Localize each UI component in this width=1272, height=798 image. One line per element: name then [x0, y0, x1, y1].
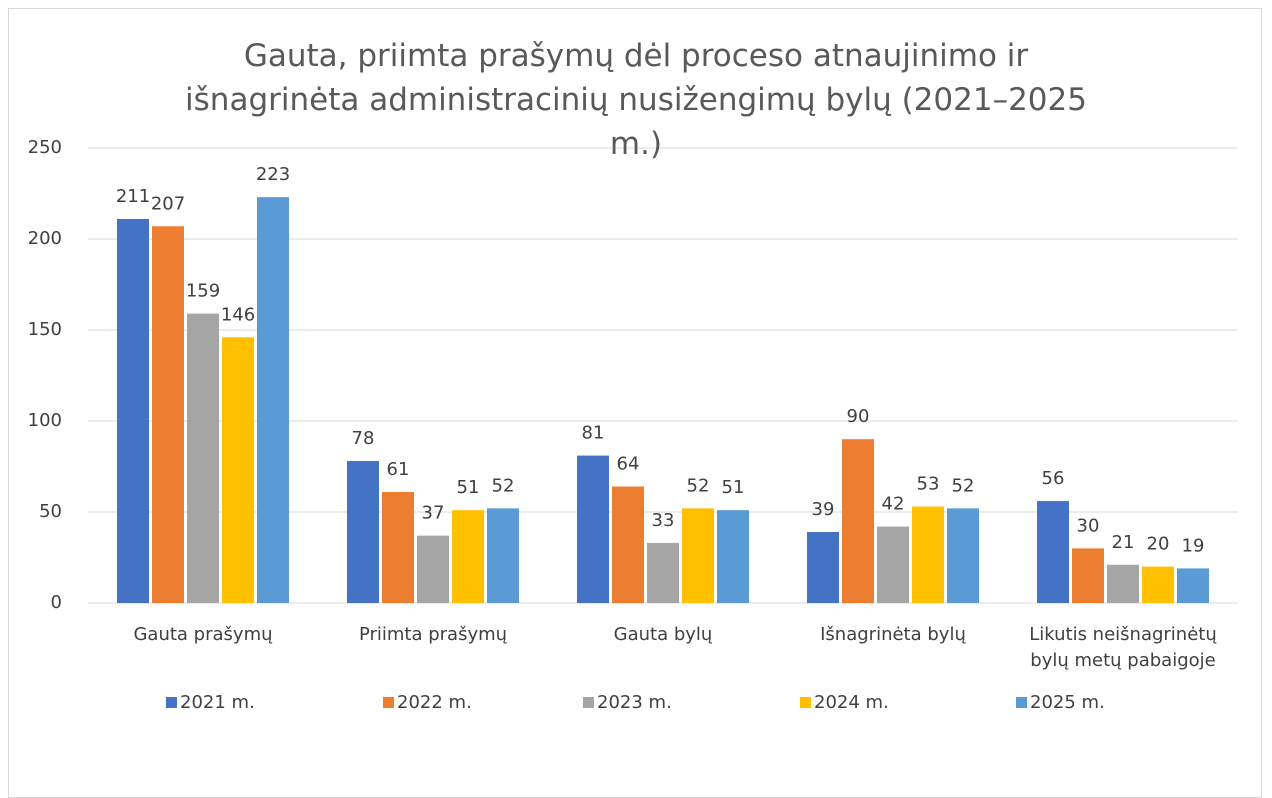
legend-label: 2024 m. — [814, 692, 889, 713]
data-label: 33 — [652, 510, 675, 531]
data-label: 223 — [256, 164, 290, 185]
bar — [947, 508, 979, 603]
bar — [117, 218, 149, 604]
data-label: 56 — [1042, 468, 1065, 489]
bar — [152, 226, 184, 603]
y-tick-label: 0 — [51, 592, 62, 613]
bar — [807, 532, 839, 603]
bar — [912, 506, 944, 603]
data-label: 20 — [1147, 534, 1170, 555]
bar — [257, 197, 289, 603]
data-label: 30 — [1077, 515, 1100, 536]
data-label: 211 — [116, 186, 150, 207]
bar — [577, 455, 609, 603]
bar — [417, 535, 449, 603]
data-label: 78 — [352, 428, 375, 449]
bar — [347, 461, 379, 603]
bar — [612, 486, 644, 603]
data-label: 207 — [151, 193, 185, 214]
bar — [1037, 501, 1069, 603]
bar — [382, 491, 414, 603]
data-label: 61 — [387, 459, 410, 480]
x-tick-label: Gauta prašymų — [133, 624, 273, 645]
bar — [842, 439, 874, 603]
x-tick-label: Gauta bylų — [613, 624, 713, 645]
legend-label: 2023 m. — [597, 692, 672, 713]
x-tick-label: Priimta prašymų — [358, 624, 508, 645]
bar — [647, 542, 679, 603]
x-tick-label: Išnagrinėta bylų — [820, 624, 966, 645]
bar — [717, 510, 749, 603]
legend-swatch — [1016, 697, 1027, 708]
y-tick-label: 250 — [28, 137, 62, 158]
data-label: 81 — [582, 423, 605, 444]
legend-label: 2025 m. — [1030, 692, 1105, 713]
data-label: 90 — [847, 406, 870, 427]
legend-swatch — [800, 697, 811, 708]
legend-swatch — [583, 697, 594, 708]
data-label: 39 — [812, 499, 835, 520]
y-tick-label: 50 — [39, 501, 62, 522]
data-label: 42 — [882, 494, 905, 515]
bar — [187, 313, 219, 603]
data-label: 21 — [1112, 532, 1135, 553]
bar — [222, 337, 254, 603]
data-label: 51 — [722, 477, 745, 498]
data-label: 51 — [457, 477, 480, 498]
bar — [1107, 564, 1139, 603]
data-label: 19 — [1182, 535, 1205, 556]
data-label: 37 — [422, 503, 445, 524]
legend-swatch — [383, 697, 394, 708]
data-label: 64 — [617, 454, 640, 475]
data-label: 52 — [952, 475, 975, 496]
legend-label: 2022 m. — [397, 692, 472, 713]
bar — [487, 508, 519, 603]
bar — [682, 508, 714, 603]
legend-swatch — [166, 697, 177, 708]
legend-label: 2021 m. — [180, 692, 255, 713]
chart-title: Gauta, priimta prašymų dėl proceso atnau… — [185, 38, 1087, 162]
bar — [877, 526, 909, 603]
x-tick-label: Likutis neišnagrinėtų bylų metų pabaigoj… — [1029, 624, 1217, 671]
bar — [452, 510, 484, 603]
data-label: 52 — [492, 475, 515, 496]
y-tick-label: 150 — [28, 319, 62, 340]
bar — [1177, 568, 1209, 603]
data-label: 146 — [221, 304, 255, 325]
y-tick-label: 200 — [28, 228, 62, 249]
y-tick-label: 100 — [28, 410, 62, 431]
bar — [1142, 566, 1174, 603]
bar — [1072, 548, 1104, 603]
data-label: 52 — [687, 475, 710, 496]
data-label: 53 — [917, 474, 940, 495]
data-label: 159 — [186, 281, 220, 302]
